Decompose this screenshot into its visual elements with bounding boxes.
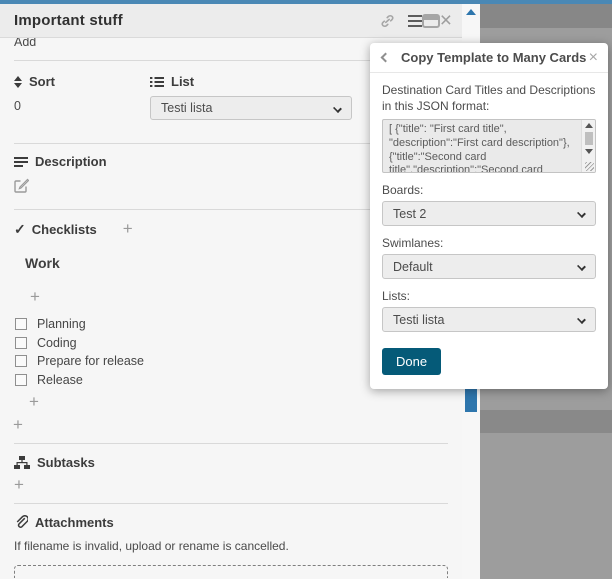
checkbox[interactable] bbox=[15, 355, 27, 368]
swimlanes-label: Swimlanes: bbox=[382, 236, 444, 251]
textarea-scroll-thumb[interactable] bbox=[584, 132, 593, 146]
add-checklist-item-button-top[interactable]: + bbox=[30, 287, 40, 306]
checkbox[interactable] bbox=[15, 336, 27, 349]
textarea-scroll-down-icon[interactable] bbox=[584, 149, 593, 155]
add-subtask-button[interactable]: + bbox=[14, 475, 24, 494]
boards-select-value: Test 2 bbox=[393, 206, 427, 221]
description-label: Description bbox=[35, 154, 107, 169]
back-icon[interactable] bbox=[380, 52, 391, 63]
paperclip-icon bbox=[16, 515, 28, 528]
textarea-scrollbar[interactable] bbox=[581, 120, 595, 173]
attachments-note: If filename is invalid, upload or rename… bbox=[14, 539, 289, 553]
sort-icon bbox=[14, 75, 22, 88]
boards-select[interactable]: Test 2 bbox=[382, 201, 596, 227]
copy-link-icon[interactable] bbox=[379, 13, 396, 29]
boards-label: Boards: bbox=[382, 183, 424, 198]
card-body: Add Sort 0 bbox=[0, 38, 462, 578]
checklist-item: Coding bbox=[14, 334, 448, 353]
checklist-item-label[interactable]: Prepare for release bbox=[37, 354, 145, 369]
checklist-item: Release bbox=[14, 371, 448, 390]
sort-value[interactable]: 0 bbox=[14, 99, 21, 113]
chevron-down-icon bbox=[577, 262, 586, 272]
board-list-band bbox=[480, 410, 612, 433]
checkbox[interactable] bbox=[15, 318, 27, 331]
popup-title: Copy Template to Many Cards bbox=[401, 50, 587, 65]
copy-template-popup: Copy Template to Many Cards × Destinatio… bbox=[370, 43, 608, 389]
checklist-item-label[interactable]: Release bbox=[37, 372, 83, 387]
checklist-item-label[interactable]: Coding bbox=[37, 335, 77, 350]
card-header: Important stuff × bbox=[0, 4, 462, 38]
chevron-down-icon bbox=[577, 209, 586, 219]
swimlanes-select-value: Default bbox=[393, 259, 433, 274]
list-label: List bbox=[171, 74, 195, 89]
add-checklist-item-button-bottom[interactable]: + bbox=[29, 392, 39, 411]
checklist-item-label[interactable]: Planning bbox=[37, 317, 86, 332]
chevron-down-icon bbox=[333, 104, 342, 113]
divider bbox=[14, 209, 448, 210]
card-title: Important stuff bbox=[14, 12, 123, 29]
attachments-label: Attachments bbox=[35, 515, 114, 530]
sitemap-icon bbox=[14, 456, 30, 469]
description-icon bbox=[14, 156, 28, 167]
subtasks-header: Subtasks bbox=[14, 455, 448, 470]
checklist-items: Planning Coding Prepare for release Rele… bbox=[14, 315, 448, 389]
list-select-value: Testi lista bbox=[161, 101, 213, 115]
list-icon bbox=[150, 76, 164, 87]
sort-label: Sort bbox=[29, 74, 55, 89]
pencil-icon bbox=[14, 178, 30, 193]
lists-select[interactable]: Testi lista bbox=[382, 307, 596, 333]
scrollbar-thumb[interactable] bbox=[465, 387, 477, 412]
checklists-header: ✓ Checklists + bbox=[14, 218, 448, 238]
add-checklist-button[interactable]: + bbox=[122, 218, 133, 238]
swimlanes-select[interactable]: Default bbox=[382, 254, 596, 280]
divider bbox=[14, 443, 448, 444]
json-textarea[interactable]: [ {"title": "First card title", "descrip… bbox=[382, 119, 596, 174]
check-icon: ✓ bbox=[14, 221, 26, 237]
list-section: List Testi lista bbox=[150, 74, 352, 120]
list-select[interactable]: Testi lista bbox=[150, 96, 352, 120]
checklist-item: Prepare for release bbox=[14, 352, 448, 371]
divider bbox=[14, 60, 448, 61]
sort-header: Sort bbox=[14, 74, 150, 89]
close-icon[interactable]: × bbox=[439, 8, 452, 32]
add-checklist-button-bottom[interactable]: + bbox=[13, 415, 23, 434]
textarea-resize-grip[interactable] bbox=[585, 162, 594, 172]
checklist-name[interactable]: Work bbox=[25, 255, 60, 271]
checklists-label: Checklists bbox=[31, 222, 97, 237]
popup-body: Destination Card Titles and Descriptions… bbox=[370, 73, 608, 376]
divider bbox=[14, 143, 448, 144]
hamburger-menu-icon[interactable] bbox=[407, 14, 422, 27]
description-section: Description bbox=[14, 154, 448, 198]
divider bbox=[14, 503, 448, 504]
maximize-window-icon[interactable] bbox=[421, 13, 440, 28]
description-header: Description bbox=[14, 154, 448, 169]
lists-label: Lists: bbox=[382, 289, 411, 304]
add-attachment-dropzone[interactable]: + bbox=[14, 565, 448, 578]
sort-list-row: Sort 0 List bbox=[14, 74, 448, 120]
lists-select-value: Testi lista bbox=[393, 312, 445, 327]
attachments-header: Attachments bbox=[14, 515, 448, 530]
top-accent-bar bbox=[0, 0, 612, 4]
board-header-band bbox=[480, 4, 612, 28]
checklist-item: Planning bbox=[14, 315, 448, 334]
textarea-scroll-up-icon[interactable] bbox=[584, 123, 593, 129]
popup-close-icon[interactable]: × bbox=[588, 48, 598, 66]
subtasks-label: Subtasks bbox=[37, 455, 95, 470]
checkbox[interactable] bbox=[15, 373, 27, 386]
add-attachment-plus: + bbox=[224, 572, 237, 578]
json-format-label: Destination Card Titles and Descriptions… bbox=[382, 83, 596, 114]
list-header: List bbox=[150, 74, 352, 89]
edit-description-button[interactable] bbox=[14, 178, 30, 198]
json-textarea-value: [ {"title": "First card title", "descrip… bbox=[389, 123, 573, 174]
popup-header: Copy Template to Many Cards × bbox=[370, 43, 608, 73]
done-button[interactable]: Done bbox=[382, 348, 442, 376]
scrollbar-up-arrow-icon[interactable] bbox=[466, 9, 476, 15]
sort-section: Sort 0 bbox=[14, 74, 150, 120]
add-link[interactable]: Add bbox=[14, 38, 37, 49]
chevron-down-icon bbox=[577, 315, 586, 325]
